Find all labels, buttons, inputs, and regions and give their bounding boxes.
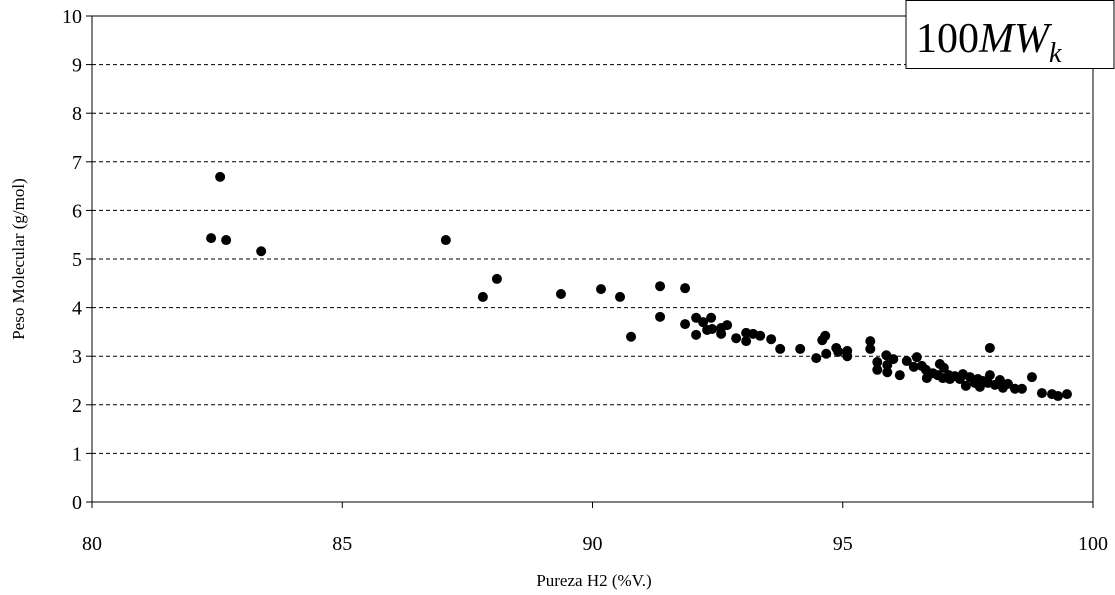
point [872,364,883,375]
point [655,311,666,322]
point [1036,388,1047,399]
point [960,380,971,391]
point [440,235,451,246]
point [894,370,905,381]
point [1026,372,1037,383]
point [691,329,702,340]
point [755,330,766,341]
y-tick-label: 4 [72,298,82,320]
y-tick-label: 1 [72,443,82,465]
annotation-sub: k [1049,38,1062,69]
point [1061,389,1072,400]
annotation-text: 100 [916,16,979,62]
x-tick-label: 80 [82,533,102,555]
point [833,346,844,357]
point [221,235,232,246]
annotation-italic: MW [978,16,1053,62]
point [775,343,786,354]
point [882,367,893,378]
x-axis-title: Pureza H2 (%V.) [536,571,651,590]
point [984,342,995,353]
point [698,317,709,328]
point [984,370,995,381]
point [626,331,637,342]
point [901,356,912,367]
point [842,351,853,362]
y-tick-label: 9 [72,55,82,77]
point [766,334,777,345]
point [911,352,922,363]
point [706,312,717,323]
y-tick-label: 10 [62,6,82,28]
point [994,375,1005,386]
x-tick-label: 85 [332,533,352,555]
point [865,343,876,354]
point [655,281,666,292]
point [680,283,691,294]
point [477,291,488,302]
y-tick-label: 8 [72,103,82,125]
point [680,319,691,330]
point [1009,383,1020,394]
point [820,330,831,341]
point [1016,383,1027,394]
point [722,320,733,331]
point [215,171,226,182]
x-tick-label: 90 [583,533,603,555]
point [741,336,752,347]
point [615,291,626,302]
annotation: 100MWk [916,16,1062,69]
point [872,357,883,368]
y-tick-label: 6 [72,200,82,222]
y-tick-label: 0 [72,492,82,514]
point [821,348,832,359]
point [908,361,919,372]
point [1052,391,1063,402]
point [596,284,607,295]
y-tick-label: 2 [72,395,82,417]
plot-border [91,15,1094,503]
point [811,353,822,364]
annotation-box [905,0,1115,69]
point [491,273,502,284]
point [938,362,949,373]
point [888,354,899,365]
y-tick-label: 5 [72,249,82,271]
point [795,343,806,354]
y-tick-label: 7 [72,152,82,174]
y-tick-label: 3 [72,346,82,368]
x-tick-label: 95 [833,533,853,555]
y-axis-title: Peso Molecular (g/mol) [9,178,28,339]
point [865,336,876,347]
point [731,333,742,344]
x-tick-label: 100 [1078,533,1108,555]
point [256,246,267,257]
point [1002,378,1013,389]
point [555,288,566,299]
point [206,233,217,244]
point [707,323,718,334]
